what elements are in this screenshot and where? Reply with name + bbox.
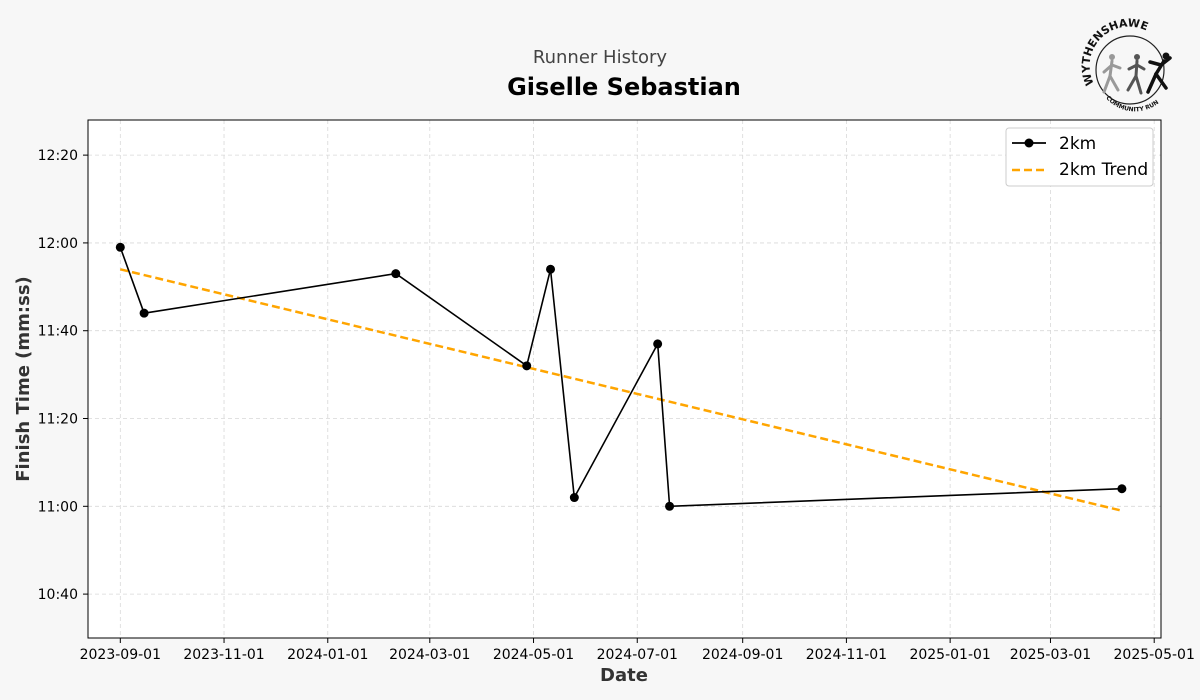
data-point-2km bbox=[653, 339, 663, 349]
x-tick-label: 2024-05-01 bbox=[493, 647, 574, 663]
data-point-2km bbox=[546, 264, 556, 274]
x-axis-label: Date bbox=[600, 665, 648, 686]
data-point-2km bbox=[665, 501, 675, 511]
x-tick-label: 2024-09-01 bbox=[702, 647, 783, 663]
runner-silhouette-light-icon bbox=[1102, 54, 1122, 94]
x-tick-label: 2024-07-01 bbox=[597, 647, 678, 663]
data-point-2km bbox=[1117, 484, 1127, 494]
chart-title: Giselle Sebastian bbox=[507, 73, 741, 101]
y-tick-label: 12:00 bbox=[38, 236, 78, 252]
legend-label-2km: 2km bbox=[1059, 134, 1096, 154]
data-point-2km bbox=[139, 308, 149, 318]
x-tick-label: 2024-11-01 bbox=[806, 647, 887, 663]
runner-silhouette-mid-icon bbox=[1126, 54, 1146, 95]
grid-lines bbox=[88, 120, 1161, 638]
x-axis: 2023-09-01 2023-11-01 2024-01-01 2024-03-01… bbox=[80, 638, 1195, 663]
y-tick-label: 10:40 bbox=[38, 587, 78, 603]
x-tick-label: 2024-01-01 bbox=[287, 647, 368, 663]
data-point-2km bbox=[569, 493, 579, 503]
data-point-2km bbox=[391, 269, 401, 279]
logo-name: WYTHENSHAWE bbox=[1079, 16, 1150, 87]
data-point-2km bbox=[115, 242, 125, 252]
x-tick-label: 2025-03-01 bbox=[1010, 647, 1091, 663]
y-tick-label: 11:40 bbox=[38, 324, 78, 340]
legend-marker-2km bbox=[1024, 138, 1034, 148]
y-tick-label: 11:00 bbox=[38, 499, 78, 515]
plot-frame bbox=[87, 119, 1162, 639]
legend: 2km 2km Trend bbox=[1005, 127, 1154, 187]
y-tick-label: 12:20 bbox=[38, 148, 78, 164]
x-tick-label: 2025-01-01 bbox=[909, 647, 990, 663]
logo-name-text: WYTHENSHAWE bbox=[1079, 16, 1150, 87]
data-point-2km bbox=[522, 361, 532, 371]
chart-supertitle: Runner History bbox=[533, 47, 668, 68]
x-tick-label: 2024-03-01 bbox=[389, 647, 470, 663]
x-tick-label: 2023-11-01 bbox=[183, 647, 264, 663]
y-tick-label: 11:20 bbox=[38, 412, 78, 428]
x-tick-label: 2023-09-01 bbox=[80, 647, 161, 663]
y-axis-label: Finish Time (mm:ss) bbox=[13, 276, 34, 482]
y-axis: 10:40 11:00 11:20 11:40 12:00 12:20 bbox=[38, 148, 88, 603]
club-logo: WYTHENSHAWE COMMUNITY RUN bbox=[1079, 16, 1172, 113]
x-tick-label: 2025-05-01 bbox=[1114, 647, 1195, 663]
series-line-trend bbox=[120, 268, 1123, 512]
legend-label-trend: 2km Trend bbox=[1059, 160, 1148, 180]
series-layer bbox=[115, 242, 1127, 512]
plot-area bbox=[88, 120, 1161, 638]
runner-silhouette-dark-icon bbox=[1146, 52, 1172, 94]
